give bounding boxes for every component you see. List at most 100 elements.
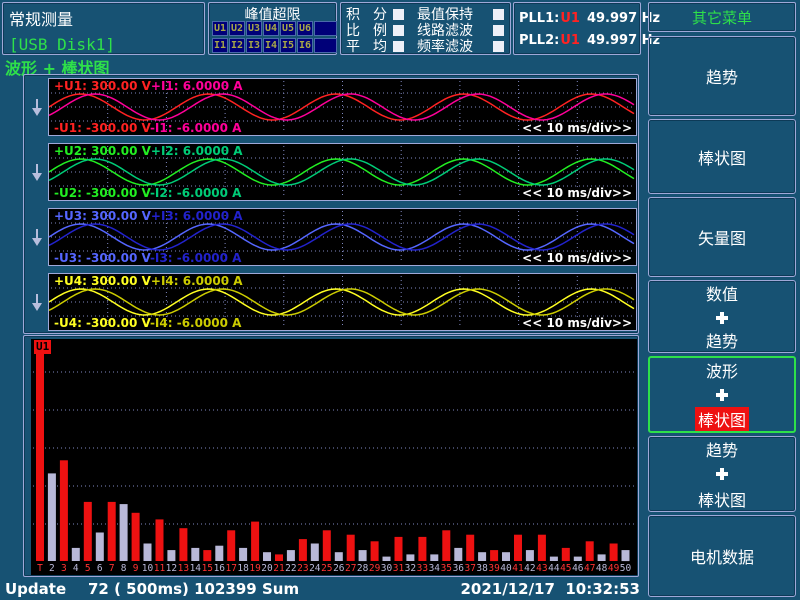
wave-panel: +U3: 300.00 V+I3: 6.0000 A -U3: -300.00 V… — [48, 208, 637, 266]
sidebar-item-trend-bar[interactable]: 趋势 棒状图 — [648, 436, 796, 512]
harmonic-bar — [394, 536, 403, 561]
harmonic-bar — [107, 501, 116, 561]
sidebar-item-numeric-trend[interactable]: 数值 趋势 — [648, 280, 796, 353]
harmonic-x-label: 22 — [285, 563, 296, 574]
sidebar-item-bar-graph[interactable]: 棒状图 — [648, 119, 796, 194]
toggle-row: 积分 最值保持 — [341, 7, 510, 23]
peak-over-limit-title: 峰值超限 — [244, 7, 301, 23]
waveform-scale-bottom: -U1: -300.00 V-I1: -6.0000 A — [54, 121, 241, 135]
harmonic-x-label: 38 — [476, 563, 488, 574]
sidebar-item-wave-bar[interactable]: 波形 棒状图 — [648, 356, 796, 433]
harmonic-bar — [549, 556, 558, 561]
harmonic-bar — [585, 541, 594, 561]
harmonic-x-label: 47 — [584, 563, 595, 574]
harmonic-bar — [298, 539, 307, 561]
checkbox[interactable] — [493, 25, 504, 36]
harmonic-bar — [609, 543, 618, 561]
wave-panel: +U2: 300.00 V+I2: 6.0000 A -U2: -300.00 V… — [48, 143, 637, 201]
bar-channel-badge: U1 — [34, 340, 52, 354]
waveform-scale-bottom: -U3: -300.00 V-I3: -6.0000 A — [54, 251, 241, 265]
sidebar-item-label: 数值 — [705, 285, 738, 304]
harmonic-bar — [573, 556, 582, 561]
voltage-scale-label: +U3: 300.00 V — [54, 209, 151, 223]
sidebar-item-trend[interactable]: 趋势 — [648, 36, 796, 116]
current-scale-label: +I4: 6.0000 A — [150, 274, 243, 288]
checkbox[interactable] — [493, 41, 504, 52]
peak-over-limit-box: 峰值超限 U1 U2 U3 U4 U5 U6 I1 I2 I3 I4 I5 I6 — [208, 2, 337, 55]
harmonic-bar — [597, 554, 606, 561]
harmonic-x-label: 5 — [85, 563, 91, 574]
harmonic-x-label: 43 — [536, 563, 547, 574]
harmonic-x-label: 12 — [166, 563, 177, 574]
harmonic-bar-plot: U1 T 2 3 4 5 6 7 8 9 10 11 12 13 14 15 16 17 18 19 20 21 22 23… — [31, 339, 637, 575]
harmonic-x-label: 30 — [381, 563, 393, 574]
harmonic-x-label: 9 — [133, 563, 139, 574]
harmonic-bar — [286, 550, 295, 562]
harmonic-bar — [179, 528, 188, 562]
harmonic-bar — [466, 534, 475, 561]
trigger-arrow — [31, 99, 43, 116]
trigger-arrow — [31, 164, 43, 181]
checkbox[interactable] — [393, 41, 404, 52]
harmonic-x-label: 19 — [249, 563, 261, 574]
current-scale-label: -I1: -6.0000 A — [149, 121, 242, 135]
voltage-scale-label: -U3: -300.00 V — [54, 251, 150, 265]
timebase-label: << 10 ms/div>> — [522, 251, 632, 265]
sidebar-item-vector-graph[interactable]: 矢量图 — [648, 197, 796, 277]
plus-icon — [716, 468, 728, 480]
harmonic-bar — [502, 552, 510, 561]
trigger-arrow — [31, 294, 43, 311]
harmonic-x-label: 3 — [61, 563, 67, 574]
waveform-grid — [49, 81, 635, 133]
toggle-label: 分 — [373, 7, 387, 23]
harmonic-x-label: 6 — [97, 563, 103, 574]
checkbox[interactable] — [393, 25, 404, 36]
harmonic-x-label: 35 — [441, 563, 452, 574]
checkbox[interactable] — [493, 9, 504, 20]
datetime: 2021/12/17 10:32:53 — [460, 580, 640, 598]
harmonic-x-label: 50 — [620, 563, 632, 574]
current-scale-label: +I3: 6.0000 A — [150, 209, 243, 223]
harmonic-bar — [59, 460, 68, 561]
harmonic-bar — [239, 547, 248, 561]
peak-cell: I5 — [280, 38, 296, 53]
voltage-scale-label: +U2: 300.00 V — [54, 144, 151, 158]
harmonic-bar — [155, 519, 164, 561]
voltage-scale-label: +U1: 300.00 V — [54, 79, 151, 93]
view-title: 波形 + 棒状图 — [5, 59, 110, 78]
peak-cell: I3 — [246, 38, 262, 53]
voltage-scale-label: -U1: -300.00 V — [54, 121, 150, 135]
pll-source: U1 — [560, 33, 580, 48]
harmonic-x-label: T — [37, 563, 43, 574]
voltage-scale-label: -U2: -300.00 V — [54, 186, 150, 200]
plus-icon — [716, 389, 728, 401]
harmonic-x-label: 21 — [273, 563, 285, 574]
harmonic-bar — [430, 554, 439, 561]
waveform-grid — [49, 146, 635, 198]
harmonic-x-label: 16 — [214, 563, 226, 574]
harmonic-bar — [454, 547, 463, 561]
peak-cell — [314, 38, 337, 53]
current-waveform — [49, 93, 635, 121]
current-scale-label: +I2: 6.0000 A — [150, 144, 243, 158]
harmonic-bar — [514, 534, 522, 561]
timebase-label: << 10 ms/div>> — [522, 316, 632, 330]
waveform-grid — [49, 211, 635, 263]
sidebar-item-label: 棒状图 — [694, 407, 749, 431]
checkbox[interactable] — [393, 9, 404, 20]
waveform-scale-top: +U3: 300.00 V+I3: 6.0000 A — [54, 209, 243, 223]
sidebar-item-motor-data[interactable]: 电机数据 — [648, 515, 796, 597]
peak-cell: I4 — [263, 38, 279, 53]
harmonic-x-label: 10 — [142, 563, 154, 574]
toggle-label: 均 — [373, 39, 387, 55]
harmonic-x-label: 20 — [261, 563, 273, 574]
toggle-label: 频率滤波 — [417, 39, 473, 55]
harmonic-x-label: 39 — [488, 563, 500, 574]
sidebar-item-label: 波形 — [705, 362, 738, 381]
measure-options-box: 积分 最值保持比例 线路滤波平均 频率滤波 — [340, 2, 511, 55]
pll-box: PLL1:U1 49.997 Hz PLL2:U1 49.997 Hz — [513, 2, 660, 55]
peak-over-limit-table: U1 U2 U3 U4 U5 U6 I1 I2 I3 I4 I5 I6 — [212, 21, 338, 55]
pll-name: PLL1: — [519, 11, 560, 26]
harmonic-x-label: 44 — [548, 563, 560, 574]
harmonic-bar — [167, 550, 176, 562]
